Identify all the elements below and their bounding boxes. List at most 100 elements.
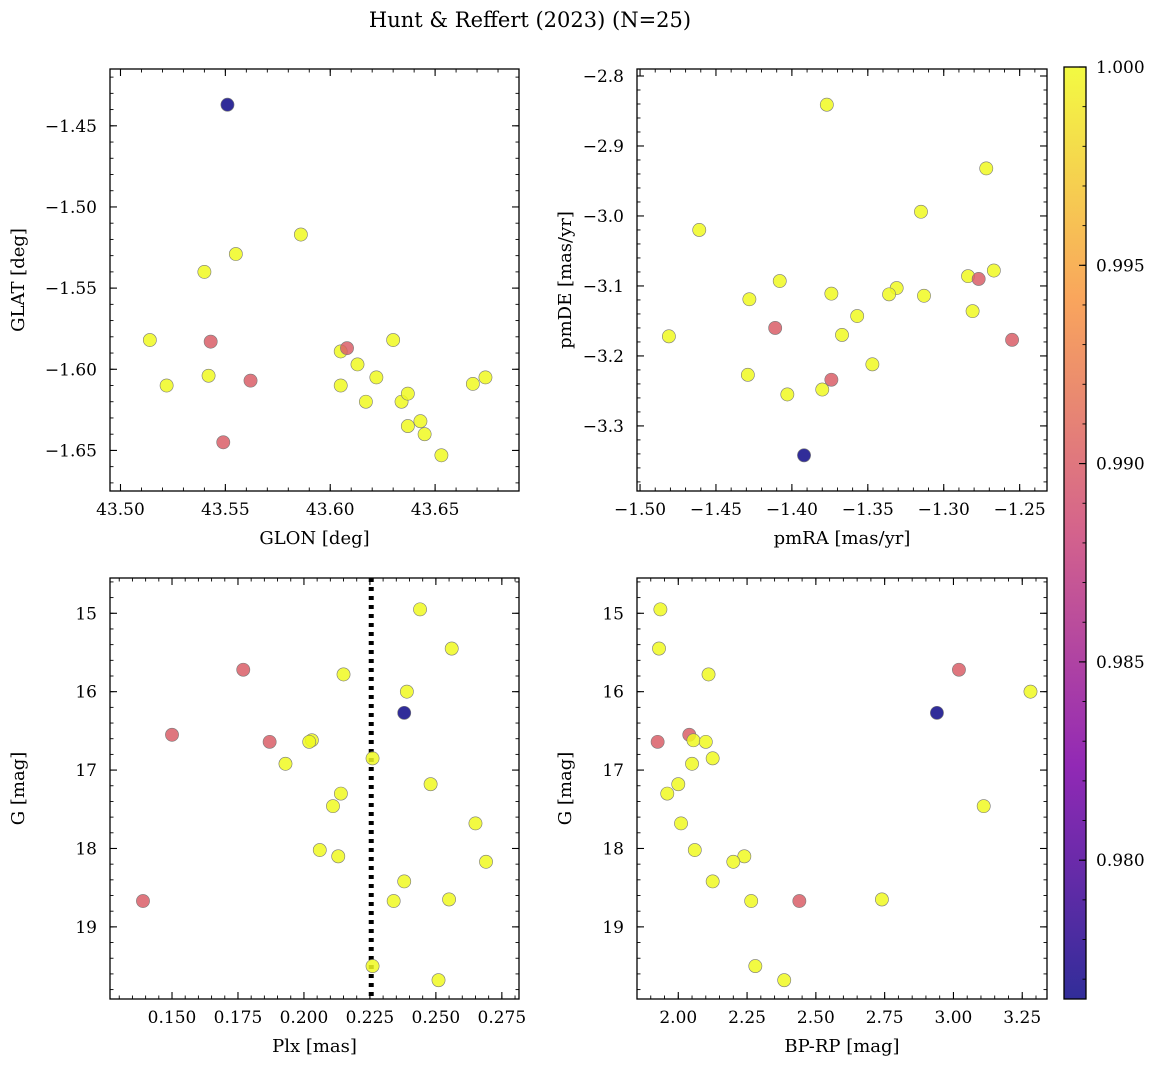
data-point: [835, 328, 849, 342]
data-point: [952, 662, 966, 677]
data-point: [1023, 684, 1038, 699]
x-tick-label: −1.30: [918, 500, 970, 520]
panel-plx-g: 0.150 0.175 0.200 0.225 0.250 0.275 15 16 17 18 19…: [8, 577, 526, 1057]
data-point: [236, 662, 251, 677]
data-point: [333, 378, 348, 393]
data-point: [748, 959, 763, 973]
panel-bprp-g: 2.00 2.25 2.50 2.75 3.00 3.25 15 16 17 18 19 BP-RP …: [555, 577, 1048, 1057]
data-point: [278, 756, 293, 771]
y-tick-label: −1.60: [45, 360, 97, 380]
data-point: [262, 734, 277, 749]
data-point: [652, 641, 666, 656]
x-tick-label: −1.45: [690, 500, 742, 520]
y-tick-label: 18: [75, 839, 97, 859]
axes-frame: [109, 68, 520, 492]
y-tick-label: −3.1: [583, 277, 624, 297]
y-tick-label: 17: [602, 761, 624, 781]
x-tick-label: 0.250: [412, 1008, 461, 1028]
x-tick-label: 3.00: [935, 1008, 973, 1028]
panel-glon-glat: 43.50 43.55 43.60 43.65 −1.45 −1.50 −1.55 −1.60…: [8, 68, 520, 549]
y-axis-label: GLAT [deg]: [8, 228, 29, 332]
y-tick-label: 16: [75, 683, 97, 703]
data-point: [386, 333, 401, 347]
axes-frame: [109, 577, 520, 1000]
data-point: [661, 329, 676, 344]
data-point: [815, 382, 830, 397]
data-point: [976, 799, 991, 814]
data-point: [369, 370, 384, 385]
panel-pmra-pmde: −1.50 −1.45 −1.40 −1.35 −1.30 −1.25 −2.8 −2.9 −3…: [555, 67, 1048, 549]
data-point: [914, 204, 928, 219]
data-point: [228, 247, 243, 261]
data-point: [243, 373, 258, 388]
x-tick-label: −1.40: [766, 500, 818, 520]
x-axis-label: GLON [deg]: [259, 528, 369, 549]
y-tick-label: 16: [602, 683, 624, 703]
x-tick-label: 0.175: [214, 1008, 263, 1028]
data-point: [874, 892, 889, 907]
y-tick-label: 15: [602, 604, 624, 624]
y-tick-label: −1.50: [45, 198, 97, 218]
x-tick-label: 0.150: [148, 1008, 197, 1028]
data-point: [797, 448, 811, 463]
x-tick-label: 2.75: [866, 1008, 904, 1028]
data-point: [201, 368, 216, 383]
data-point: [674, 816, 688, 831]
data-point: [365, 959, 380, 973]
data-point: [768, 321, 783, 335]
data-point: [819, 97, 834, 112]
data-point: [468, 816, 483, 831]
data-point: [698, 734, 713, 749]
data-point: [772, 274, 787, 288]
data-point: [705, 874, 720, 889]
data-point: [777, 973, 792, 988]
data-point: [358, 394, 373, 409]
data-point: [824, 372, 839, 387]
y-tick-label: −3.0: [583, 207, 624, 227]
data-point: [824, 286, 839, 301]
data-point: [203, 334, 218, 349]
data-point: [692, 223, 707, 237]
data-point: [423, 777, 438, 792]
x-axis-label: BP-RP [mag]: [784, 1036, 899, 1057]
data-point: [917, 288, 931, 303]
y-tick-label: 15: [75, 604, 97, 624]
data-point: [333, 786, 348, 801]
data-point: [400, 419, 415, 433]
data-point: [1005, 332, 1019, 347]
data-point: [971, 272, 986, 286]
figure-title: Hunt & Reffert (2023) (N=25): [369, 8, 691, 32]
x-tick-label: 43.60: [306, 500, 355, 520]
data-point: [136, 894, 150, 908]
data-point: [165, 727, 179, 742]
data-point: [882, 287, 896, 302]
data-point: [687, 843, 702, 857]
data-point: [397, 705, 412, 720]
data-point: [399, 684, 414, 699]
data-point: [293, 227, 308, 242]
y-tick-label: 19: [602, 918, 624, 938]
x-axis-label: Plx [mas]: [272, 1036, 357, 1057]
y-axis-label: G [mag]: [8, 752, 29, 825]
data-point: [417, 427, 432, 442]
data-point: [142, 333, 157, 347]
data-point: [365, 751, 380, 766]
data-point: [431, 973, 446, 988]
data-point: [979, 161, 994, 176]
y-tick-label: 19: [75, 918, 97, 938]
data-point: [660, 786, 675, 801]
data-point: [312, 843, 327, 857]
data-point: [386, 894, 401, 908]
y-tick-label: −2.8: [583, 67, 624, 87]
data-point: [671, 777, 686, 792]
data-point: [444, 641, 459, 656]
data-point: [792, 894, 807, 908]
y-axis-label: pmDE [mas/yr]: [555, 211, 576, 349]
data-point: [413, 602, 427, 617]
data-point: [465, 376, 480, 391]
x-tick-label: −1.25: [994, 500, 1046, 520]
x-axis-label: pmRA [mas/yr]: [774, 528, 911, 549]
y-tick-label: −3.3: [583, 417, 624, 437]
data-point: [216, 435, 231, 450]
x-tick-label: −1.35: [842, 500, 894, 520]
